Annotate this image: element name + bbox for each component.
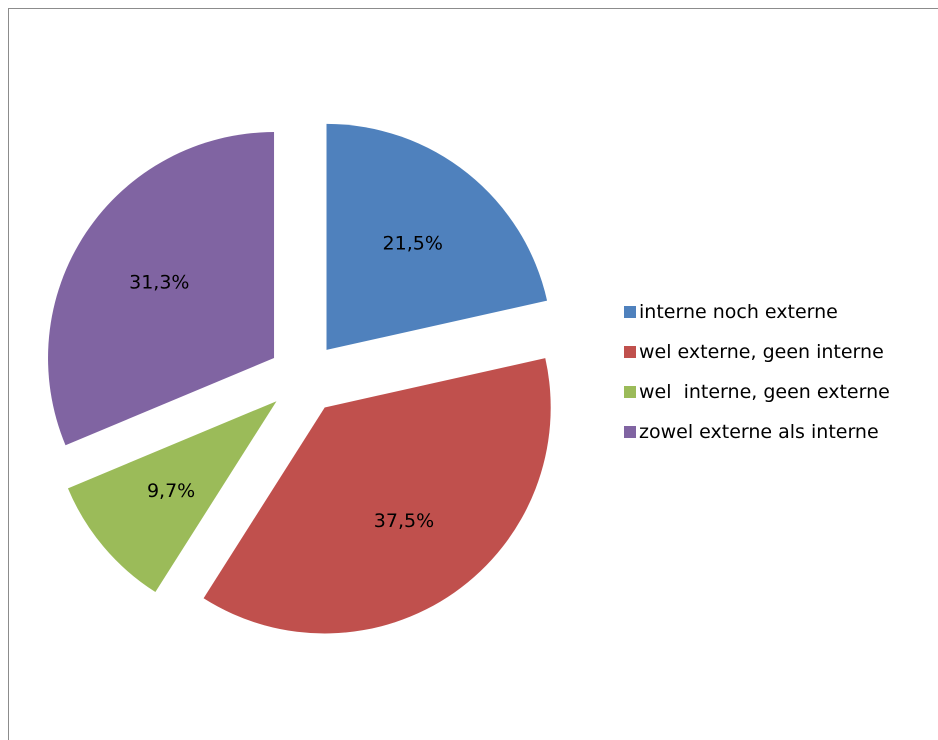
pie-slices — [48, 123, 551, 634]
legend-label-zowel-externe-als-interne: zowel externe als interne — [639, 421, 879, 443]
pie-data-labels: 21,5% 37,5% 9,7% 31,3% — [129, 232, 443, 532]
pie-slice-wel-interne-geen-externe — [67, 401, 277, 593]
legend-swatch-interne-noch-externe — [624, 306, 636, 318]
data-label-wel-externe-geen-interne: 37,5% — [374, 510, 434, 532]
legend-label-wel-interne-geen-externe: wel interne, geen externe — [639, 381, 890, 403]
legend-swatch-zowel-externe-als-interne — [624, 426, 636, 438]
pie-slice-zowel-externe-als-interne — [48, 132, 275, 446]
legend-label-wel-externe-geen-interne: wel externe, geen interne — [639, 341, 884, 363]
pie-slice-wel-externe-geen-interne — [203, 358, 551, 634]
data-label-wel-interne-geen-externe: 9,7% — [147, 480, 195, 502]
legend-swatch-wel-interne-geen-externe — [624, 386, 636, 398]
data-label-interne-noch-externe: 21,5% — [383, 232, 443, 254]
pie-slice-interne-noch-externe — [326, 123, 548, 350]
data-label-zowel-externe-als-interne: 31,3% — [129, 272, 189, 294]
legend: interne noch externe wel externe, geen in… — [624, 301, 890, 443]
legend-label-interne-noch-externe: interne noch externe — [639, 301, 838, 323]
legend-swatch-wel-externe-geen-interne — [624, 346, 636, 358]
